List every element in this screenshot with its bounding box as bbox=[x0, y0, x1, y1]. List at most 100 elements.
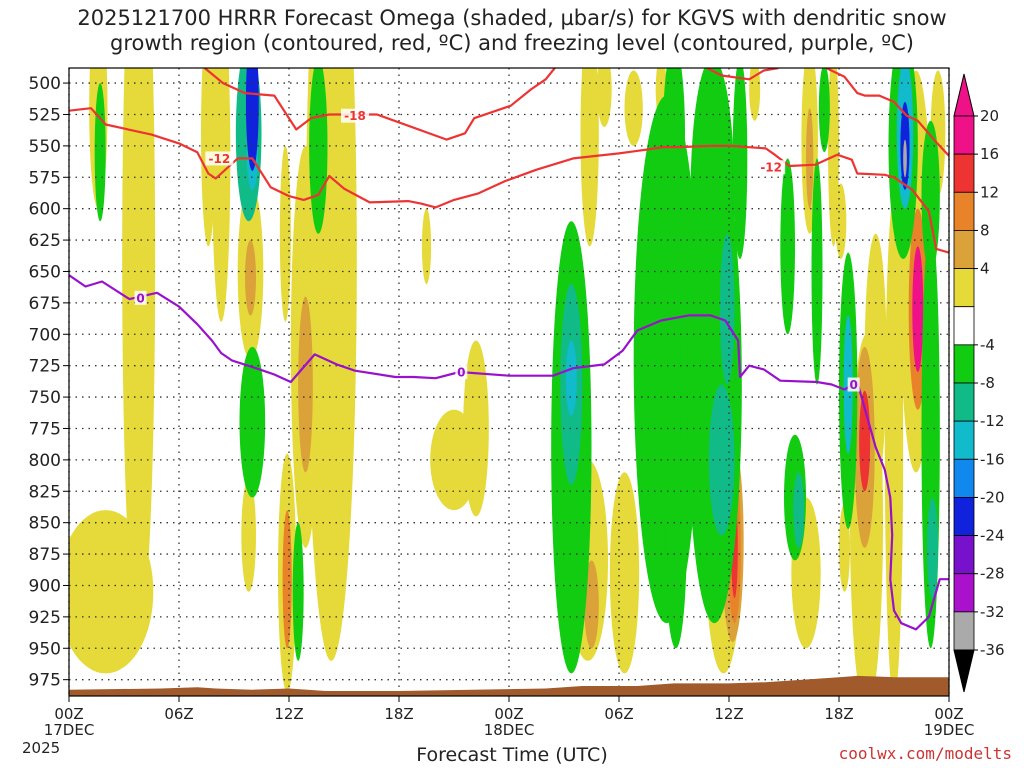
colorbar-tick-label: 4 bbox=[980, 260, 990, 278]
y-tick-label: 725 bbox=[29, 357, 61, 377]
colorbar-bin bbox=[953, 344, 975, 384]
colorbar: 20 16 12 8 4 -4 -8 -12 -16 -20 -24 -28 -32 -36 bbox=[953, 73, 1005, 693]
contour-label-bg bbox=[847, 377, 860, 392]
omega-region bbox=[580, 68, 599, 247]
omega-region bbox=[793, 472, 805, 548]
colorbar-bin bbox=[953, 115, 975, 155]
colorbar-tick-label: -20 bbox=[980, 488, 1005, 506]
omega-region bbox=[921, 120, 940, 272]
contour-label: 0 bbox=[849, 378, 857, 392]
omega-region bbox=[565, 340, 577, 416]
y-tick-label: 950 bbox=[29, 639, 61, 659]
colorbar-tick-label: -36 bbox=[980, 641, 1005, 659]
colorbar-tick-label: 16 bbox=[980, 145, 999, 163]
y-tick-label: 825 bbox=[29, 482, 61, 502]
omega-region bbox=[652, 277, 682, 504]
contour-label-bg bbox=[205, 151, 234, 166]
colorbar-tick-label: -8 bbox=[980, 374, 995, 392]
y-tick-label: 625 bbox=[29, 231, 61, 251]
x-tick-date: 18DEC bbox=[484, 721, 535, 739]
colorbar-tick-label: -4 bbox=[980, 336, 995, 354]
omega-region bbox=[245, 68, 259, 171]
omega-region bbox=[245, 240, 256, 316]
x-tick-date: 17DEC bbox=[44, 721, 95, 739]
freezing-level-contour bbox=[69, 274, 949, 631]
y-tick-label: 575 bbox=[29, 168, 61, 188]
y-tick-label: 500 bbox=[29, 74, 61, 94]
omega-region bbox=[94, 83, 106, 222]
omega-region bbox=[818, 68, 830, 153]
omega-region bbox=[279, 145, 291, 322]
x-tick-label: 00Z bbox=[54, 705, 83, 723]
chart-title: 2025121700 HRRR Forecast Omega (shaded, … bbox=[0, 6, 1024, 56]
x-tick-label: 06Z bbox=[604, 705, 633, 723]
colorbar-tick-label: -24 bbox=[980, 527, 1005, 545]
colorbar-bin bbox=[953, 611, 975, 651]
x-tick-label: 06Z bbox=[164, 705, 193, 723]
omega-region bbox=[292, 522, 304, 661]
colorbar-bin bbox=[953, 230, 975, 269]
y-tick-label: 750 bbox=[29, 388, 61, 408]
omega-region bbox=[241, 478, 256, 592]
colorbar-bin bbox=[953, 382, 975, 422]
colorbar-tick-label: -16 bbox=[980, 450, 1005, 468]
dgz-contour bbox=[706, 68, 779, 81]
y-tick-label: 850 bbox=[29, 514, 61, 534]
omega-region bbox=[927, 497, 938, 599]
colorbar-tick-label: 12 bbox=[980, 183, 999, 201]
terrain bbox=[69, 675, 949, 696]
colorbar-bin bbox=[953, 573, 975, 613]
x-tick-label: 18Z bbox=[384, 705, 413, 723]
omega-region bbox=[212, 68, 231, 322]
y-tick-label: 550 bbox=[29, 137, 61, 157]
x-tick-label: 18Z bbox=[824, 705, 853, 723]
omega-region bbox=[903, 139, 907, 178]
y-tick-label: 675 bbox=[29, 294, 61, 314]
colorbar-bin bbox=[953, 191, 975, 231]
colorbar-bin bbox=[953, 306, 975, 346]
omega-region bbox=[719, 233, 735, 385]
omega-region bbox=[686, 145, 742, 624]
omega-region bbox=[806, 108, 814, 209]
y-tick-label: 700 bbox=[29, 325, 61, 345]
omega-region bbox=[584, 560, 599, 649]
colorbar-bin bbox=[953, 535, 975, 575]
colorbar-bin bbox=[953, 497, 975, 536]
y-tick-label: 650 bbox=[29, 262, 61, 282]
omega-region bbox=[663, 68, 685, 222]
chart-title-line1: 2025121700 HRRR Forecast Omega (shaded, … bbox=[77, 6, 947, 30]
omega-region bbox=[732, 68, 748, 259]
colorbar-tick-label: -28 bbox=[980, 565, 1005, 583]
omega-region bbox=[708, 384, 735, 536]
omega-region bbox=[609, 472, 640, 674]
x-tick-label: 12Z bbox=[274, 705, 303, 723]
chart-title-line2: growth region (contoured, red, ºC) and f… bbox=[110, 31, 914, 55]
x-tick-date: 19DEC bbox=[924, 721, 975, 739]
y-tick-label: 775 bbox=[29, 419, 61, 439]
y-tick-label: 800 bbox=[29, 451, 61, 471]
contour-label: -12 bbox=[208, 152, 230, 166]
contour-label: -18 bbox=[344, 109, 366, 123]
y-tick-label: 875 bbox=[29, 545, 61, 565]
y-tick-label: 900 bbox=[29, 576, 61, 596]
dgz-contour bbox=[825, 68, 949, 157]
colorbar-bin bbox=[953, 268, 975, 308]
omega-region bbox=[298, 296, 313, 473]
x-tick-label: 12Z bbox=[714, 705, 743, 723]
omega-region bbox=[884, 196, 904, 696]
x-axis-label: Forecast Time (UTC) bbox=[416, 744, 608, 766]
x-tick-label: 00Z bbox=[934, 705, 963, 723]
omega-region bbox=[463, 340, 489, 517]
omega-shading bbox=[69, 68, 946, 696]
colorbar-arrow-bottom bbox=[953, 649, 975, 693]
colorbar-tick-label: -12 bbox=[980, 412, 1005, 430]
contour-label-bg bbox=[134, 290, 147, 305]
omega-region bbox=[282, 510, 292, 649]
y-tick-label: 525 bbox=[29, 105, 61, 125]
y-tick-label: 975 bbox=[29, 671, 61, 691]
contour-label: 0 bbox=[457, 365, 465, 379]
x-tick-label: 00Z bbox=[494, 705, 523, 723]
contour-label-bg bbox=[341, 108, 369, 123]
